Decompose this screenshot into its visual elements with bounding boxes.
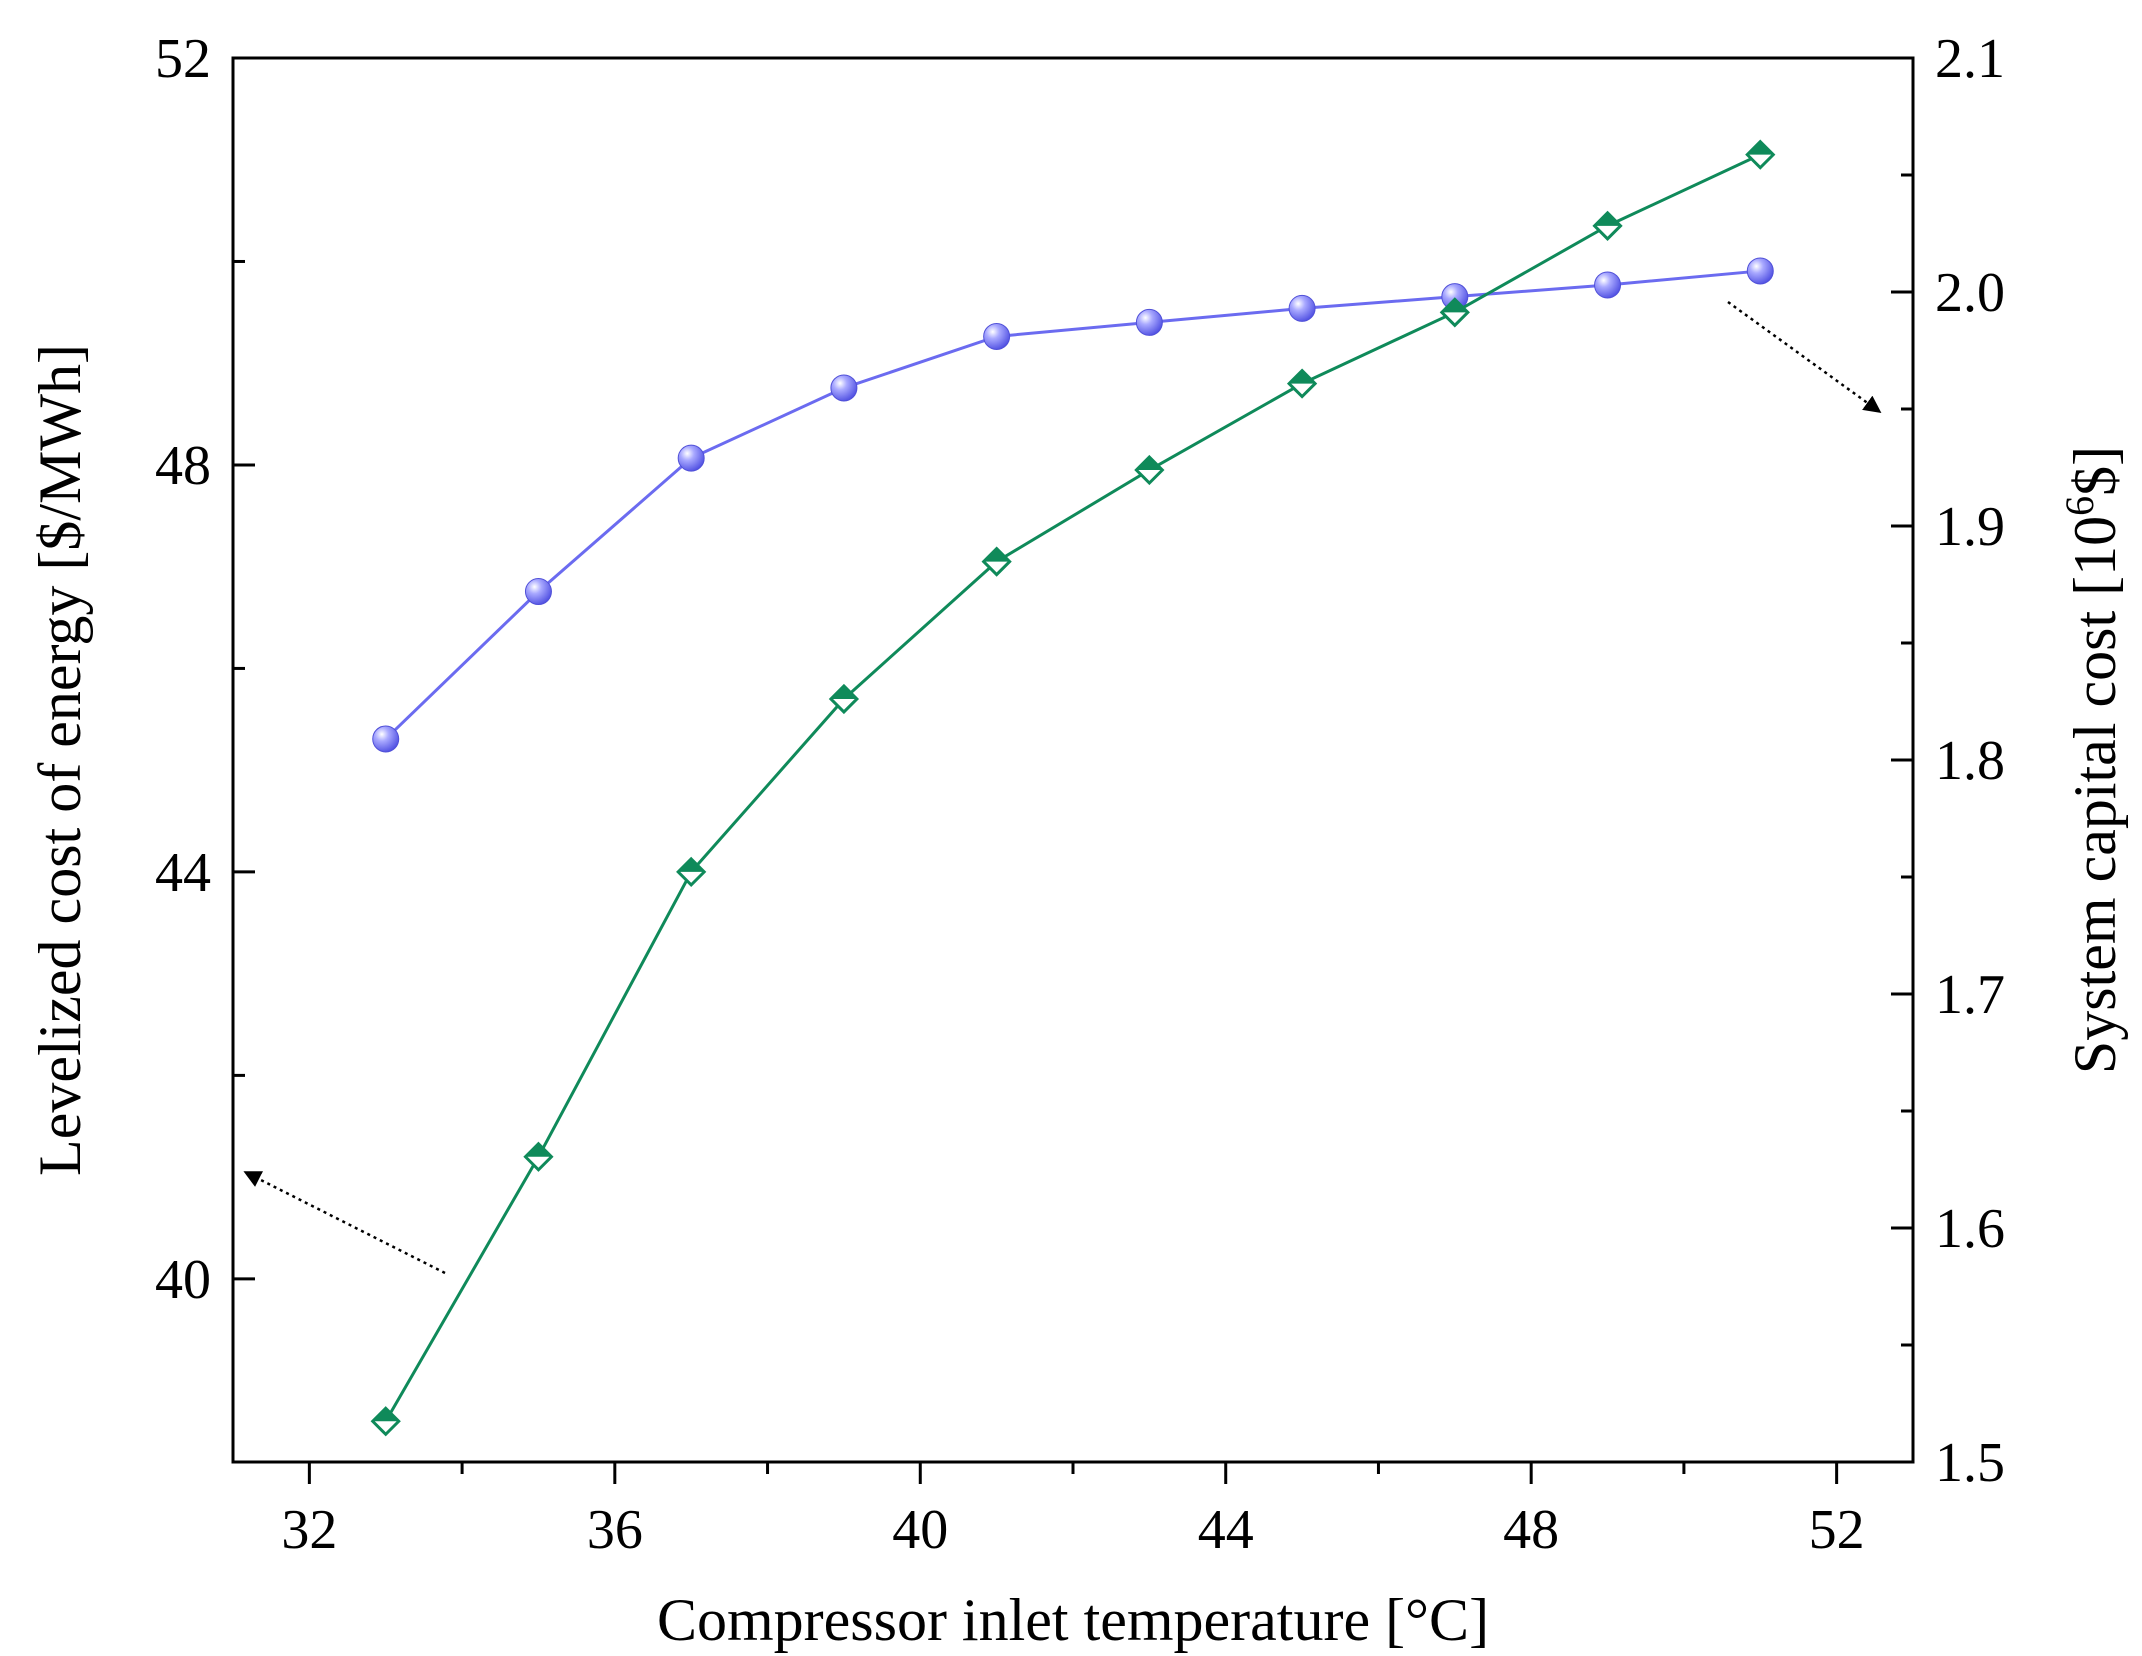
right-y-axis-title-superscript: 6 [2057, 496, 2102, 516]
lcoe-point [1286, 368, 1318, 399]
x-tick-label: 48 [1503, 1499, 1559, 1561]
lcoe-point [828, 683, 860, 715]
right-y-tick-label: 2.1 [1935, 28, 2005, 90]
capital-cost-point [1288, 294, 1316, 322]
right-y-tick-label: 1.5 [1935, 1432, 2005, 1494]
right-axis-pointer-arrow [1727, 300, 1882, 414]
left-y-axis-title: Levelized cost of energy [$/MWh] [27, 344, 93, 1176]
capital-cost-point [1594, 271, 1622, 299]
right-y-tick-label: 1.9 [1935, 496, 2005, 558]
x-tick-label: 32 [281, 1499, 337, 1561]
left-y-tick-label: 44 [155, 842, 211, 904]
capital-cost-point [1135, 308, 1163, 336]
right-y-tick-label: 1.7 [1935, 964, 2005, 1026]
right-y-axis-title-suffix: $] [2062, 446, 2128, 496]
lcoe-point [1745, 139, 1776, 170]
right-y-axis-title: System capital cost [106$] [2057, 446, 2128, 1074]
lcoe-point [370, 1406, 401, 1437]
capital-cost-series-line [384, 269, 1761, 741]
right-y-tick-label: 1.6 [1935, 1198, 2005, 1260]
x-axis-ticks: 32 36 40 44 48 52 [281, 1462, 1865, 1561]
x-axis-title: Compressor inlet temperature [°C] [657, 1587, 1489, 1653]
capital-cost-point [830, 374, 858, 402]
left-y-axis-ticks: 40 44 48 52 [155, 28, 255, 1311]
lcoe-point [1439, 297, 1470, 328]
right-y-axis-title-prefix: System capital cost [10 [2062, 516, 2128, 1074]
right-y-tick-label: 1.8 [1935, 730, 2005, 792]
left-y-tick-label: 40 [155, 1249, 211, 1311]
left-y-tick-label: 52 [155, 28, 211, 90]
lcoe-point [523, 1141, 554, 1172]
capital-cost-point [524, 578, 552, 606]
lcoe-point [1592, 210, 1623, 241]
capital-cost-point [372, 725, 400, 753]
lcoe-point [676, 856, 707, 888]
lcoe-point [981, 546, 1012, 577]
right-y-axis-ticks: 1.5 1.6 1.7 1.8 1.9 2.0 2.1 [1891, 28, 2005, 1494]
capital-cost-point [1746, 257, 1774, 285]
x-tick-label: 36 [587, 1499, 643, 1561]
right-y-tick-label: 2.0 [1935, 262, 2005, 324]
x-tick-label: 40 [892, 1499, 948, 1561]
x-tick-label: 44 [1198, 1499, 1254, 1561]
x-tick-label: 52 [1809, 1499, 1865, 1561]
capital-cost-point [983, 322, 1011, 350]
left-y-tick-label: 48 [155, 435, 211, 497]
capital-cost-point [677, 444, 705, 472]
series-layer [370, 139, 1776, 1437]
left-axis-pointer-arrow [243, 1170, 446, 1275]
lcoe-point [1134, 454, 1165, 486]
lcoe-series-line [384, 153, 1761, 1423]
